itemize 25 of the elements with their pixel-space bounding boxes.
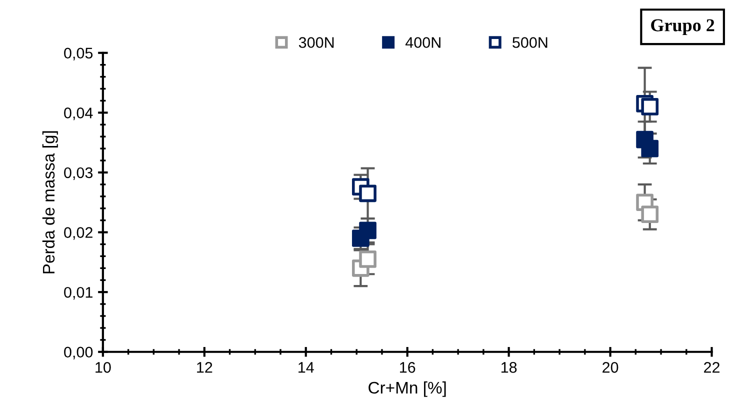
legend-label: 500N — [512, 37, 548, 48]
y-axis-title: Perda de massa [g] — [42, 131, 58, 274]
point — [359, 250, 376, 268]
y-tick-label: 0,02 — [64, 227, 92, 240]
y-tick-label: 0,04 — [64, 108, 93, 120]
x-tick-label: 20 — [602, 362, 618, 373]
x-axis-title: Cr+Mn [%] — [368, 381, 446, 397]
point — [641, 206, 659, 224]
y-tick-label: 0,01 — [64, 286, 92, 300]
point — [641, 98, 659, 116]
legend-label: 400N — [405, 37, 440, 48]
x-tick-label: 16 — [400, 362, 416, 373]
x-tick-label: 10 — [96, 362, 111, 373]
y-tick-label: 0,03 — [64, 167, 93, 180]
point — [641, 140, 659, 158]
y-tick-label: 0,05 — [64, 48, 93, 60]
x-tick-label: 12 — [197, 362, 212, 373]
x-tick-label: 14 — [298, 362, 314, 373]
point — [359, 222, 376, 240]
point — [359, 184, 376, 202]
x-tick-label: 18 — [501, 362, 517, 373]
legend-label: 300N — [298, 37, 334, 48]
x-tick-label: 22 — [704, 362, 720, 373]
text: Grupo 2 — [651, 19, 714, 36]
y-tick-label: 0,00 — [64, 346, 93, 360]
